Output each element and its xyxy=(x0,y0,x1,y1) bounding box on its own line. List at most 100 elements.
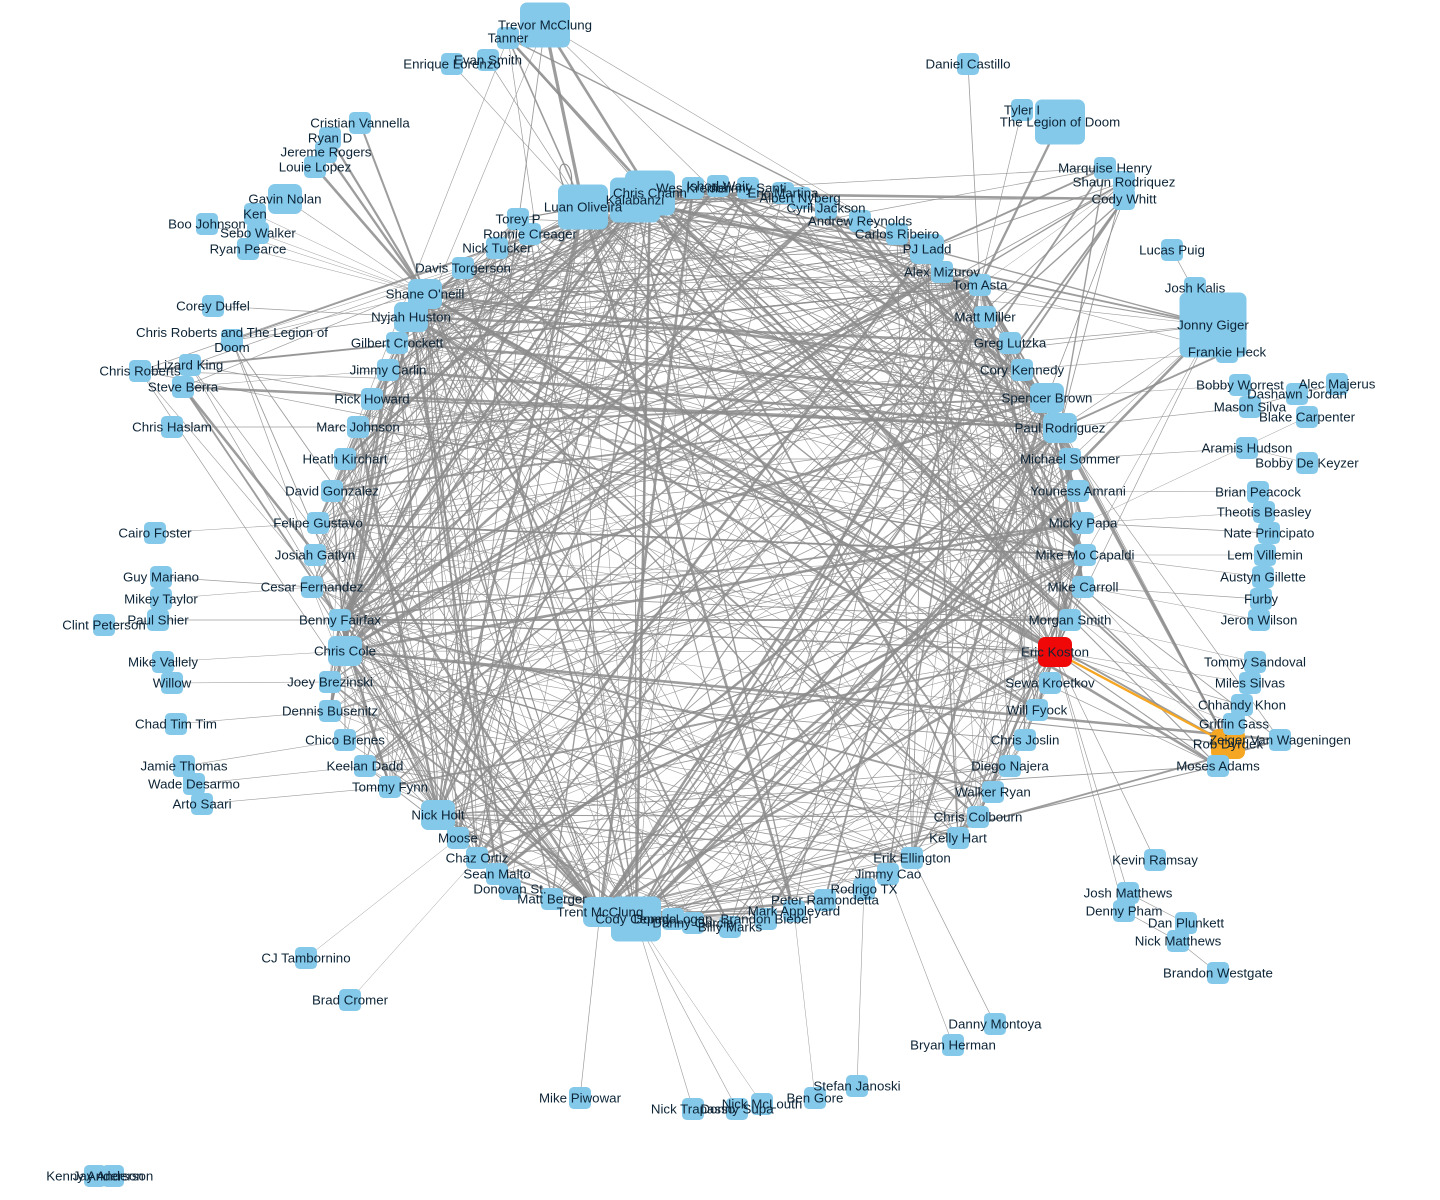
svg-text:Theotis Beasley: Theotis Beasley xyxy=(1217,505,1312,520)
svg-text:Matt Miller: Matt Miller xyxy=(954,310,1016,325)
svg-text:Paul Rodriguez: Paul Rodriguez xyxy=(1015,421,1106,436)
svg-text:Tanner: Tanner xyxy=(488,31,529,46)
svg-text:Cody Whitt: Cody Whitt xyxy=(1091,192,1156,207)
svg-text:Guy Mariano: Guy Mariano xyxy=(123,570,199,585)
svg-text:Stefan Janoski: Stefan Janoski xyxy=(813,1079,900,1094)
svg-text:Sebo Walker: Sebo Walker xyxy=(220,226,296,241)
svg-text:Davis Torgerson: Davis Torgerson xyxy=(415,261,511,276)
svg-text:Daniel Castillo: Daniel Castillo xyxy=(926,57,1011,72)
svg-text:Eric Koston: Eric Koston xyxy=(1021,645,1089,660)
svg-text:Jay Anderson: Jay Anderson xyxy=(73,1169,154,1184)
svg-text:Jonny Giger: Jonny Giger xyxy=(1177,318,1249,333)
svg-text:Josh Matthews: Josh Matthews xyxy=(1084,886,1173,901)
svg-text:Moose: Moose xyxy=(438,831,478,846)
svg-text:Cesar Fernandez: Cesar Fernandez xyxy=(261,580,364,595)
svg-text:Michael Sommer: Michael Sommer xyxy=(1020,452,1120,467)
svg-text:Mike Carroll: Mike Carroll xyxy=(1048,580,1119,595)
svg-text:Jimmy Carlin: Jimmy Carlin xyxy=(350,363,427,378)
svg-text:Dennis Busenitz: Dennis Busenitz xyxy=(282,704,378,719)
svg-text:Wade Desarmo: Wade Desarmo xyxy=(148,777,240,792)
svg-text:Griffin Gass: Griffin Gass xyxy=(1199,717,1269,732)
svg-text:Miles Silvas: Miles Silvas xyxy=(1215,676,1286,691)
svg-text:Kevin Ramsay: Kevin Ramsay xyxy=(1112,853,1198,868)
svg-text:Josh Kalis: Josh Kalis xyxy=(1165,281,1226,296)
svg-text:Josiah Gatlyn: Josiah Gatlyn xyxy=(275,548,356,563)
svg-text:Chris Joslin: Chris Joslin xyxy=(991,733,1060,748)
svg-text:Doom: Doom xyxy=(214,340,249,355)
svg-text:Shane O'neill: Shane O'neill xyxy=(386,287,465,302)
svg-text:PJ Ladd: PJ Ladd xyxy=(903,242,952,257)
svg-text:Greg Lutzka: Greg Lutzka xyxy=(974,336,1047,351)
svg-text:Ronnie Creager: Ronnie Creager xyxy=(483,227,577,242)
svg-text:Brad Cromer: Brad Cromer xyxy=(312,993,389,1008)
svg-text:Brandon Westgate: Brandon Westgate xyxy=(1163,966,1273,981)
svg-text:Louie Lopez: Louie Lopez xyxy=(279,160,351,175)
svg-text:Frankie Heck: Frankie Heck xyxy=(1188,345,1267,360)
svg-text:Shaun Rodriquez: Shaun Rodriquez xyxy=(1073,175,1176,190)
svg-text:Ryan Pearce: Ryan Pearce xyxy=(210,242,287,257)
svg-text:Bobby De Keyzer: Bobby De Keyzer xyxy=(1255,456,1359,471)
svg-text:Tommy Sandoval: Tommy Sandoval xyxy=(1204,655,1306,670)
svg-text:Morgan Smith: Morgan Smith xyxy=(1029,613,1112,628)
svg-text:Mike Mo Capaldi: Mike Mo Capaldi xyxy=(1035,548,1134,563)
svg-text:Joey Brezinski: Joey Brezinski xyxy=(287,675,373,690)
svg-text:Nyjah Huston: Nyjah Huston xyxy=(371,310,451,325)
svg-text:The Legion of Doom: The Legion of Doom xyxy=(1000,115,1120,130)
svg-text:Corey Duffel: Corey Duffel xyxy=(176,299,250,314)
svg-text:Gavin Nolan: Gavin Nolan xyxy=(248,192,321,207)
svg-text:Austyn Gillette: Austyn Gillette xyxy=(1220,570,1306,585)
svg-text:Nick Holt: Nick Holt xyxy=(411,808,464,823)
svg-text:Sean Malto: Sean Malto xyxy=(463,867,530,882)
svg-text:Cristian Vannella: Cristian Vannella xyxy=(310,116,410,131)
svg-text:Felipe Gustavo: Felipe Gustavo xyxy=(273,516,362,531)
svg-text:Chad Tim Tim: Chad Tim Tim xyxy=(135,717,217,732)
svg-text:Cory Kennedy: Cory Kennedy xyxy=(980,363,1065,378)
svg-text:Enrique Lorenzo: Enrique Lorenzo xyxy=(403,57,501,72)
svg-text:Nick Matthews: Nick Matthews xyxy=(1135,934,1222,949)
svg-text:Torey P: Torey P xyxy=(495,212,540,227)
svg-text:Ryan D: Ryan D xyxy=(308,131,352,146)
svg-text:Cairo Foster: Cairo Foster xyxy=(118,526,192,541)
svg-text:Will Fyock: Will Fyock xyxy=(1007,703,1068,718)
svg-text:Willow: Willow xyxy=(153,676,192,691)
svg-text:Mike Vallely: Mike Vallely xyxy=(128,655,198,670)
svg-text:Jeron Wilson: Jeron Wilson xyxy=(1221,613,1298,628)
svg-text:David Gonzalez: David Gonzalez xyxy=(285,484,379,499)
svg-text:Zeiger Van Wageningen: Zeiger Van Wageningen xyxy=(1209,733,1351,748)
svg-text:Micky Papa: Micky Papa xyxy=(1049,516,1118,531)
svg-text:Jamie Thomas: Jamie Thomas xyxy=(141,759,228,774)
svg-text:Walker Ryan: Walker Ryan xyxy=(955,785,1031,800)
svg-text:Marquise Henry: Marquise Henry xyxy=(1058,161,1152,176)
svg-text:Chhandy Khon: Chhandy Khon xyxy=(1198,698,1286,713)
svg-text:Youness Amrani: Youness Amrani xyxy=(1030,484,1126,499)
svg-text:Lucas Puig: Lucas Puig xyxy=(1139,243,1205,258)
svg-text:CJ Tambornino: CJ Tambornino xyxy=(261,951,350,966)
svg-text:Diego Najera: Diego Najera xyxy=(971,759,1049,774)
svg-text:Aramis Hudson: Aramis Hudson xyxy=(1202,441,1293,456)
svg-text:Chris Haslam: Chris Haslam xyxy=(132,420,212,435)
svg-text:Chris Cole: Chris Cole xyxy=(314,644,376,659)
svg-text:Gilbert Crockett: Gilbert Crockett xyxy=(351,336,444,351)
svg-text:Tom Asta: Tom Asta xyxy=(953,278,1008,293)
svg-text:Bryan Herman: Bryan Herman xyxy=(910,1038,996,1053)
svg-text:Nick Tucker: Nick Tucker xyxy=(462,241,532,256)
svg-text:Chico Brenes: Chico Brenes xyxy=(305,733,385,748)
svg-text:Carlos Ribeiro: Carlos Ribeiro xyxy=(855,227,939,242)
svg-text:Lem Villemin: Lem Villemin xyxy=(1227,548,1303,563)
svg-text:Lizard King: Lizard King xyxy=(157,358,224,373)
svg-text:Benny Fairfax: Benny Fairfax xyxy=(299,613,381,628)
svg-text:Kelly Hart: Kelly Hart xyxy=(929,831,987,846)
svg-text:Chris Roberts and The Legion o: Chris Roberts and The Legion of xyxy=(136,325,328,340)
svg-text:Billy Marks: Billy Marks xyxy=(698,920,763,935)
svg-text:Furby: Furby xyxy=(1244,592,1278,607)
svg-text:Nate Principato: Nate Principato xyxy=(1224,526,1315,541)
svg-text:Brian Peacock: Brian Peacock xyxy=(1215,485,1301,500)
svg-text:Keelan Dadd: Keelan Dadd xyxy=(327,759,404,774)
svg-text:Moses Adams: Moses Adams xyxy=(1176,759,1260,774)
svg-text:Sewa Kroetkov: Sewa Kroetkov xyxy=(1005,676,1095,691)
svg-text:Blake Carpenter: Blake Carpenter xyxy=(1259,410,1356,425)
svg-text:Jereme Rogers: Jereme Rogers xyxy=(281,145,372,160)
svg-text:Steve Berra: Steve Berra xyxy=(148,380,219,395)
svg-text:Chaz Ortiz: Chaz Ortiz xyxy=(446,851,509,866)
svg-text:Ken: Ken xyxy=(243,207,267,222)
